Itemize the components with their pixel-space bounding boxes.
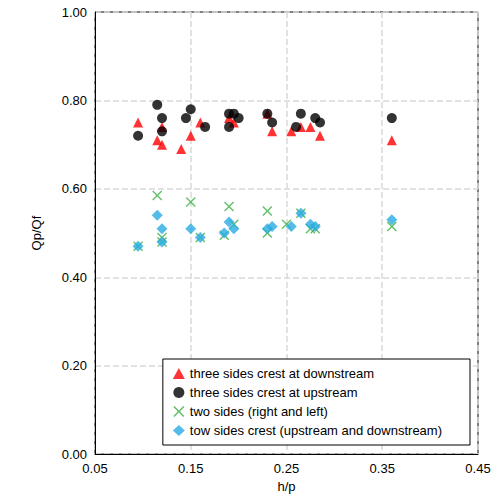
svg-text:two sides (right and left): two sides (right and left) <box>190 404 328 419</box>
svg-text:Qp/Qf: Qp/Qf <box>29 215 44 250</box>
svg-text:0.40: 0.40 <box>62 270 87 285</box>
svg-text:0.05: 0.05 <box>82 461 107 476</box>
svg-text:three sides crest at upstream: three sides crest at upstream <box>190 385 358 400</box>
svg-text:0.80: 0.80 <box>62 93 87 108</box>
svg-text:0.20: 0.20 <box>62 358 87 373</box>
svg-text:0.35: 0.35 <box>370 461 395 476</box>
svg-text:0.45: 0.45 <box>465 461 490 476</box>
svg-text:tow sides crest (upstream and: tow sides crest (upstream and downstream… <box>190 423 442 438</box>
svg-text:1.00: 1.00 <box>62 5 87 20</box>
svg-text:0.60: 0.60 <box>62 181 87 196</box>
svg-text:0.15: 0.15 <box>178 461 203 476</box>
svg-text:h/p: h/p <box>277 479 295 494</box>
svg-text:0.00: 0.00 <box>62 447 87 462</box>
svg-text:three sides crest at downstrea: three sides crest at downstream <box>190 366 374 381</box>
svg-text:0.25: 0.25 <box>274 461 299 476</box>
